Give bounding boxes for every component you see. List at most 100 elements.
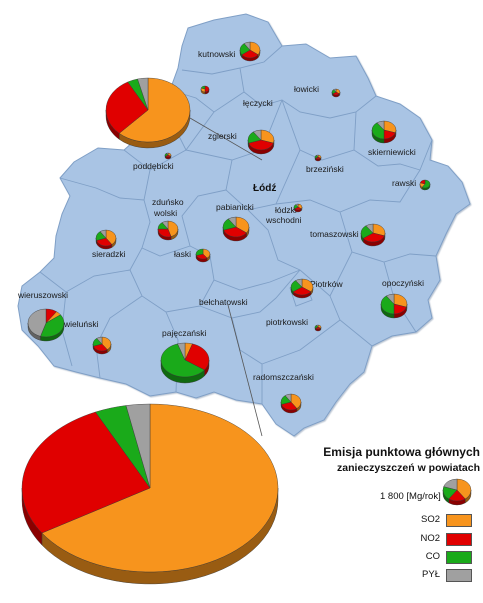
pie-brzezinski bbox=[314, 154, 322, 162]
pie-tomaszowski-slice-no2 bbox=[362, 232, 385, 243]
leader-lines bbox=[189, 117, 263, 437]
pie-lodzkiwschodni-slice-pyl bbox=[295, 203, 299, 208]
county-labels: kutnowski łowicki łęczycki zgierski skie… bbox=[17, 49, 424, 382]
pie-kutnowski-slice-so2 bbox=[249, 41, 261, 55]
legend-swatch-0 bbox=[446, 514, 472, 527]
label-tomaszowski: tomaszowski bbox=[310, 229, 359, 239]
pie-zgierski-slice-so2 bbox=[260, 129, 275, 144]
pie-zdunskowolski-slice-so2 bbox=[167, 220, 179, 237]
pie-leczycki-slice-no2 bbox=[204, 85, 210, 93]
label-laski: łaski bbox=[174, 249, 191, 259]
pie-rawski-slice-no2 bbox=[419, 179, 426, 185]
label-wielunski: wieluński bbox=[63, 319, 99, 329]
pie-wielunski bbox=[92, 336, 112, 355]
county-borders bbox=[39, 45, 437, 404]
pie-poddebicki-slice-pyl bbox=[165, 152, 169, 156]
label-opoczynski: opoczyński bbox=[382, 278, 424, 288]
pie-piotrkowski-slice-pyl bbox=[315, 324, 319, 328]
legend-swatch-1 bbox=[446, 533, 472, 546]
label-lodz: Łódź bbox=[253, 183, 276, 194]
pie-brzezinski-slice-pyl bbox=[315, 154, 319, 158]
legend-label-3: PYŁ bbox=[422, 569, 440, 580]
pie-belchatowski-inset-slice-so2 bbox=[41, 403, 279, 573]
pie-rawski-slice-co bbox=[421, 179, 431, 189]
pie-lodz-inset bbox=[105, 77, 191, 149]
label-zdunskowolski-2: wolski bbox=[153, 208, 177, 218]
pie-zgierski-slice-no2 bbox=[248, 139, 274, 151]
label-poddebicki: poddębicki bbox=[133, 161, 174, 171]
pie-opoczynski bbox=[380, 293, 408, 319]
pie-tomaszowski-slice-pyl bbox=[365, 223, 374, 234]
pie-lodzkiwschodni bbox=[293, 203, 303, 213]
pie-belchatowski-inset bbox=[21, 403, 279, 585]
pie-sieradzki-slice-so2 bbox=[105, 229, 117, 245]
pie-kutnowski bbox=[239, 41, 261, 62]
label-rawski: rawski bbox=[392, 178, 416, 188]
pie-lowicki bbox=[331, 88, 341, 98]
pie-kutnowski-slice-pyl bbox=[243, 41, 251, 51]
label-skierniewicki: skierniewicki bbox=[368, 147, 416, 157]
pie-skierniewicki bbox=[371, 120, 397, 144]
pie-sieradzki-slice-pyl bbox=[99, 229, 107, 239]
pie-piotrkow-slice-pyl bbox=[295, 278, 303, 288]
pie-lodz-inset-slice-no2 bbox=[105, 81, 149, 134]
label-zdunskowolski-1: zduńsko bbox=[152, 197, 184, 207]
label-wieruszowski: wieruszowski bbox=[17, 290, 68, 300]
pie-skierniewicki-slice-co bbox=[371, 122, 385, 140]
pie-radomszczanski-slice-pyl bbox=[284, 393, 292, 403]
pie-wielunski-slice-pyl bbox=[96, 336, 103, 345]
pie-zdunskowolski-slice-pyl bbox=[161, 220, 169, 230]
pie-wieruszowski bbox=[27, 308, 65, 342]
label-lodzkiwschodni-2: wschodni bbox=[265, 215, 302, 225]
pie-tomaszowski bbox=[360, 223, 386, 247]
legend-label-2: CO bbox=[425, 551, 440, 562]
pie-lodz-inset-slice-so2 bbox=[118, 77, 191, 143]
pie-wielunski-slice-so2 bbox=[101, 336, 112, 350]
legend-label-1: NO2 bbox=[420, 533, 440, 544]
pie-opoczynski-slice-co bbox=[380, 295, 395, 315]
pie-legend-reference-slice-pyl bbox=[443, 478, 458, 491]
pie-legend-reference bbox=[442, 478, 472, 506]
pie-rawski bbox=[419, 179, 431, 191]
pie-charts bbox=[21, 41, 472, 585]
label-pajeczanski: pajęczański bbox=[162, 328, 207, 338]
pie-leczycki bbox=[200, 85, 210, 95]
pie-sieradzki bbox=[95, 229, 117, 250]
pie-radomszczanski bbox=[280, 393, 302, 414]
legend-title-line2: zanieczyszczeń w powiatach bbox=[337, 462, 480, 474]
pie-lodz-inset-slice-pyl bbox=[137, 77, 149, 111]
pie-lowicki-slice-pyl bbox=[333, 88, 337, 93]
pie-belchatowski-inset-slice-no2 bbox=[21, 411, 151, 534]
pie-piotrkow bbox=[290, 278, 314, 299]
label-piotrkow: Piotrków bbox=[310, 279, 343, 289]
pie-poddebicki bbox=[164, 152, 172, 160]
pie-zgierski bbox=[247, 129, 275, 155]
pie-pabianicki-slice-so2 bbox=[235, 216, 250, 234]
label-pabianicki: pabianicki bbox=[216, 202, 254, 212]
label-lodzkiwschodni-1: łódzki bbox=[275, 205, 297, 215]
pie-leczycki-slice-co bbox=[200, 85, 206, 90]
pie-zdunskowolski bbox=[157, 220, 179, 241]
pie-pajeczanski-slice-pyl bbox=[177, 342, 186, 361]
legend-title-line1: Emisja punktowa głównych bbox=[323, 445, 480, 459]
label-brzezinski: brzeziński bbox=[306, 164, 344, 174]
pie-legend-reference-slice-so2 bbox=[456, 478, 472, 500]
pie-pabianicki-slice-pyl bbox=[228, 216, 237, 228]
legend-swatch-3 bbox=[446, 569, 472, 582]
pie-wieruszowski-slice-pyl bbox=[27, 308, 47, 337]
pie-piotrkow-slice-so2 bbox=[301, 278, 314, 292]
legend-scale-label: 1 800 [Mg/rok] bbox=[380, 491, 441, 502]
label-lowicki: łowicki bbox=[294, 84, 319, 94]
pie-pabianicki bbox=[222, 216, 250, 242]
pie-radomszczanski-slice-so2 bbox=[290, 393, 302, 409]
legend-label-0: SO2 bbox=[420, 514, 440, 525]
pie-belchatowski-inset-slice-pyl bbox=[125, 403, 151, 489]
pie-pajeczanski bbox=[160, 342, 210, 384]
label-radomszczanski: radomszczański bbox=[253, 372, 314, 382]
legend-swatch-2 bbox=[446, 551, 472, 564]
pie-laski-slice-co bbox=[195, 248, 204, 256]
pie-piotrkowski bbox=[314, 324, 322, 332]
pie-laski bbox=[195, 248, 211, 263]
pie-pajeczanski-slice-no2 bbox=[184, 343, 210, 371]
